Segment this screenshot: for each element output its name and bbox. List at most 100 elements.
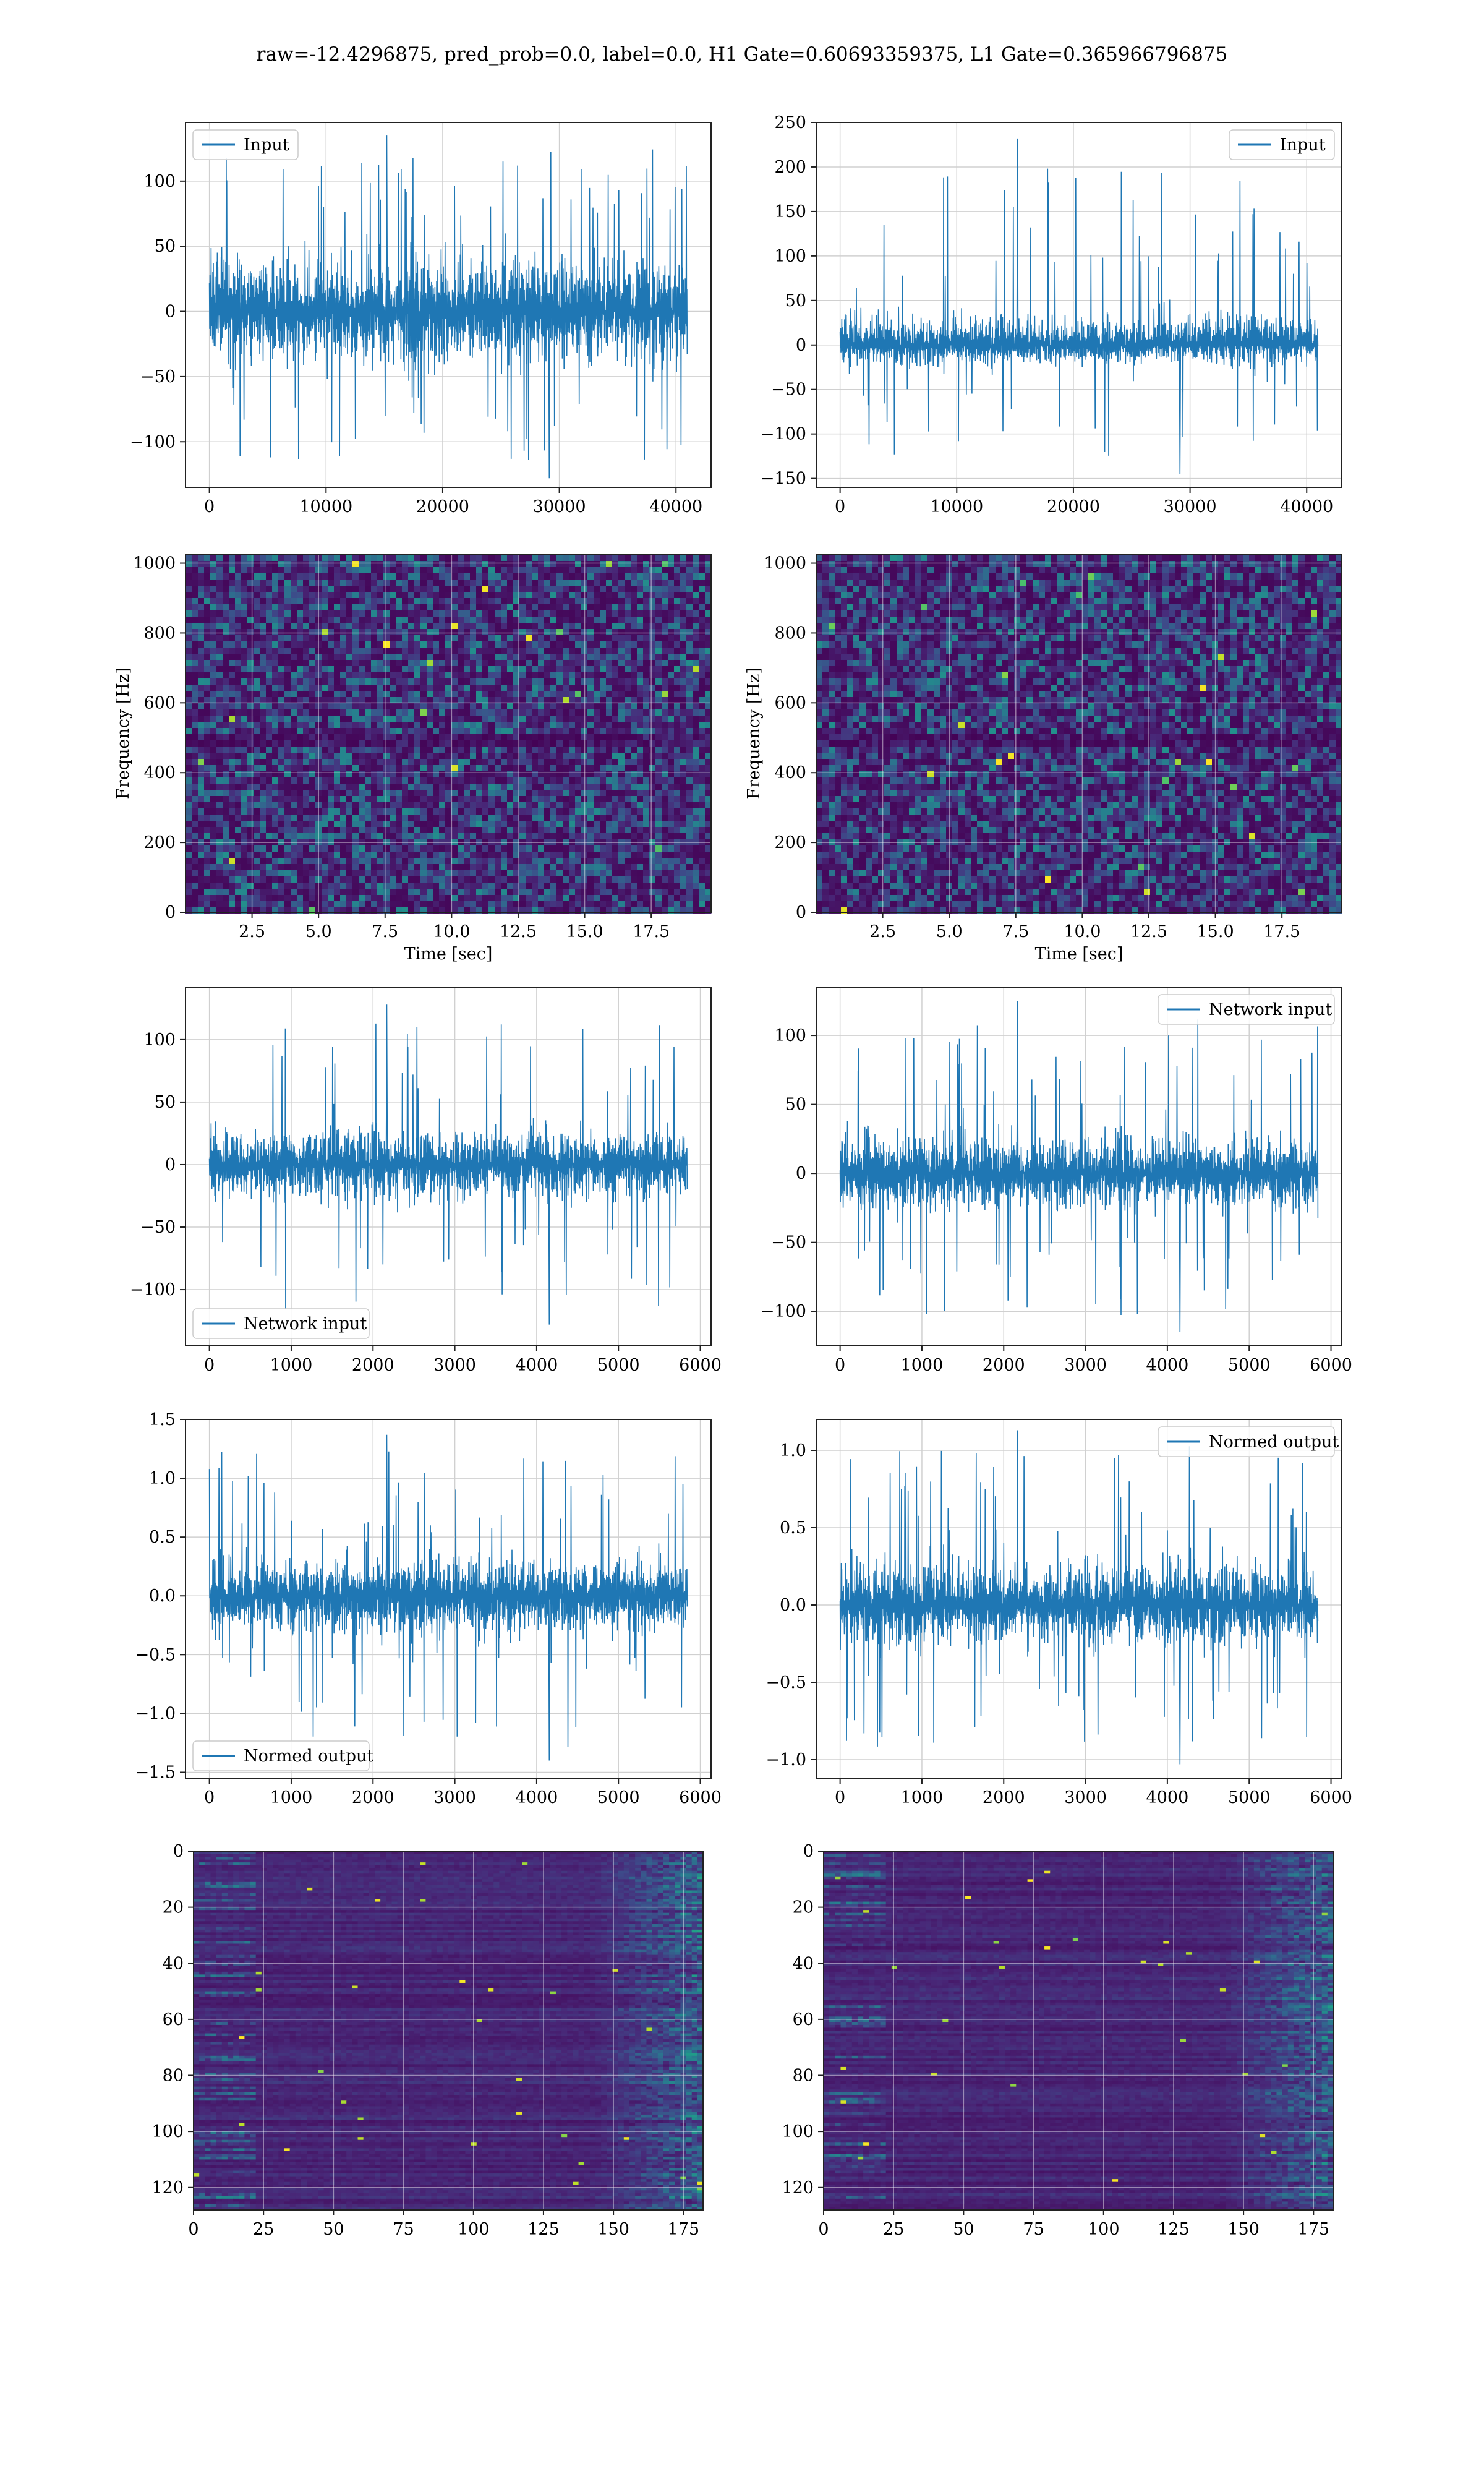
- spectrogram-cell: [600, 827, 607, 834]
- spectrogram-cell: [340, 561, 347, 568]
- spectrogram-cell: [210, 901, 217, 908]
- spectrogram-cell: [544, 815, 551, 821]
- spectrogram-cell: [260, 777, 267, 784]
- spectrogram-cell: [476, 691, 483, 698]
- spectrogram-cell: [649, 852, 656, 858]
- spectrogram-cell: [322, 839, 328, 846]
- spectrogram-cell: [705, 635, 712, 642]
- spectrogram-cell: [377, 771, 384, 778]
- spectrogram-cell: [365, 883, 372, 889]
- spectrogram-cell: [229, 740, 236, 747]
- spectrogram-cell: [612, 703, 619, 710]
- spectrogram-cell: [451, 771, 458, 778]
- spectrogram-cell: [371, 592, 378, 599]
- spectrogram-cell: [693, 876, 699, 883]
- spectrogram-cell: [229, 845, 236, 852]
- spectrogram-cell: [587, 592, 594, 599]
- spectrogram-cell: [662, 697, 668, 704]
- spectrogram-cell: [272, 648, 279, 654]
- spectrogram-cell: [346, 623, 353, 630]
- spectrogram-cell: [606, 876, 613, 883]
- spectrogram-cell: [581, 747, 588, 753]
- spectrogram-cell: [631, 709, 638, 716]
- spectrogram-cell: [328, 759, 335, 766]
- spectrogram-cell: [309, 901, 316, 908]
- spectrogram-cell: [303, 808, 310, 815]
- spectrogram-cell: [408, 709, 415, 716]
- spectrogram-cell: [600, 864, 607, 871]
- spectrogram-cell: [235, 654, 242, 661]
- spectrogram-cell: [198, 561, 205, 568]
- spectrogram-cell: [254, 610, 260, 617]
- spectrogram-cell: [346, 784, 353, 790]
- spectrogram-cell: [414, 790, 421, 797]
- spectrogram-cell: [383, 666, 390, 673]
- spectrogram-cell: [464, 883, 471, 889]
- spectrogram-cell: [210, 815, 217, 821]
- spectrogram-cell: [223, 845, 229, 852]
- spectrogram-cell: [594, 641, 600, 648]
- spectrogram-cell: [686, 586, 693, 593]
- spectrogram-cell: [625, 567, 631, 574]
- spectrogram-cell: [575, 821, 582, 828]
- spectrogram-cell: [297, 802, 304, 809]
- spectrogram-cell: [291, 604, 297, 611]
- spectrogram-cell: [451, 876, 458, 883]
- spectrogram-cell: [328, 573, 335, 580]
- spectrogram-cell: [575, 839, 582, 846]
- spectrogram-cell: [352, 734, 359, 741]
- spectrogram-cell: [414, 691, 421, 698]
- spectrogram-cell: [476, 716, 483, 722]
- spectrogram-cell: [594, 709, 600, 716]
- spectrogram-cell: [643, 808, 650, 815]
- spectrogram-cell: [241, 864, 248, 871]
- spectrogram-cell: [451, 660, 458, 667]
- spectrogram-cell: [346, 666, 353, 673]
- spectrogram-cell: [402, 598, 409, 605]
- spectrogram-cell: [377, 697, 384, 704]
- spectrogram-cell: [284, 901, 291, 908]
- spectrogram-cell: [433, 648, 440, 654]
- spectrogram-cell: [309, 895, 316, 902]
- spectrogram-cell: [575, 666, 582, 673]
- spectrogram-cell: [291, 821, 297, 828]
- spectrogram-cell: [532, 907, 539, 914]
- spectrogram-cell: [643, 753, 650, 760]
- spectrogram-cell: [705, 784, 712, 790]
- spectrogram-cell: [192, 617, 198, 623]
- spectrogram-cell: [192, 654, 198, 661]
- spectrogram-cell: [192, 561, 198, 568]
- spectrogram-cell: [383, 740, 390, 747]
- spectrogram-cell: [420, 790, 427, 797]
- spectrogram-cell: [513, 802, 520, 809]
- spectrogram-cell: [674, 821, 681, 828]
- spectrogram-cell: [606, 845, 613, 852]
- spectrogram-cell: [569, 623, 576, 630]
- spectrogram-cell: [260, 784, 267, 790]
- spectrogram-cell: [278, 654, 285, 661]
- spectrogram-cell: [625, 697, 631, 704]
- spectrogram-cell: [297, 777, 304, 784]
- spectrogram-cell: [260, 722, 267, 729]
- spectrogram-cell: [532, 610, 539, 617]
- spectrogram-cell: [606, 907, 613, 914]
- spectrogram-cell: [507, 685, 514, 691]
- spectrogram-cell: [402, 555, 409, 562]
- spectrogram-cell: [192, 901, 198, 908]
- spectrogram-cell: [340, 722, 347, 729]
- spectrogram-cell: [204, 870, 211, 877]
- spectrogram-cell: [433, 592, 440, 599]
- spectrogram-cell: [532, 586, 539, 593]
- spectrogram-cell: [600, 895, 607, 902]
- spectrogram-cell: [649, 635, 656, 642]
- spectrogram-cell: [445, 672, 452, 679]
- spectrogram-cell: [396, 845, 403, 852]
- spectrogram-cell: [439, 709, 446, 716]
- spectrogram-cell: [625, 703, 631, 710]
- spectrogram-cell: [476, 839, 483, 846]
- spectrogram-cell: [346, 883, 353, 889]
- spectrogram-cell: [266, 870, 273, 877]
- spectrogram-cell: [359, 641, 365, 648]
- spectrogram-cell: [346, 617, 353, 623]
- spectrogram-cell: [396, 716, 403, 722]
